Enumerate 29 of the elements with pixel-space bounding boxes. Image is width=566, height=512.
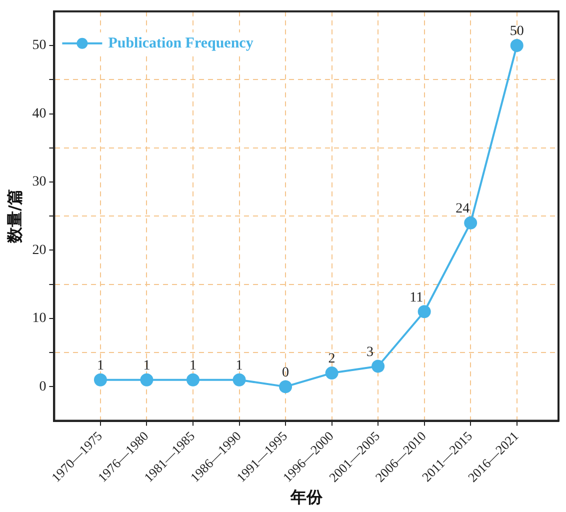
- point: [279, 380, 292, 394]
- point: [232, 373, 246, 386]
- point: [418, 305, 431, 318]
- y-tick-label: 50: [32, 38, 46, 54]
- data-label: 11: [410, 290, 424, 306]
- data-label: 24: [456, 202, 470, 217]
- data-label: 1: [96, 358, 104, 374]
- y-tick-label: 30: [32, 174, 46, 190]
- data-label: 1: [143, 358, 150, 374]
- point: [140, 373, 154, 386]
- point: [186, 373, 200, 386]
- point: [325, 366, 338, 380]
- point: [510, 39, 524, 52]
- point: [464, 216, 478, 230]
- data-label: 1: [236, 358, 243, 374]
- point: [94, 373, 107, 386]
- y-tick-label: 40: [32, 106, 46, 122]
- y-tick-label: 10: [32, 311, 46, 326]
- data-label: 3: [366, 344, 374, 360]
- point: [372, 360, 385, 373]
- data-label: 0: [282, 365, 290, 380]
- data-label: 50: [510, 24, 524, 40]
- legend-label: Publication Frequency: [108, 35, 254, 52]
- data-label: 2: [328, 352, 336, 367]
- y-tick-label: 20: [32, 242, 46, 258]
- y-axis-title: 数量/篇: [4, 189, 24, 244]
- data-label: 1: [190, 358, 196, 374]
- y-tick-label: 0: [39, 379, 46, 394]
- x-axis-title: 年份: [289, 488, 324, 507]
